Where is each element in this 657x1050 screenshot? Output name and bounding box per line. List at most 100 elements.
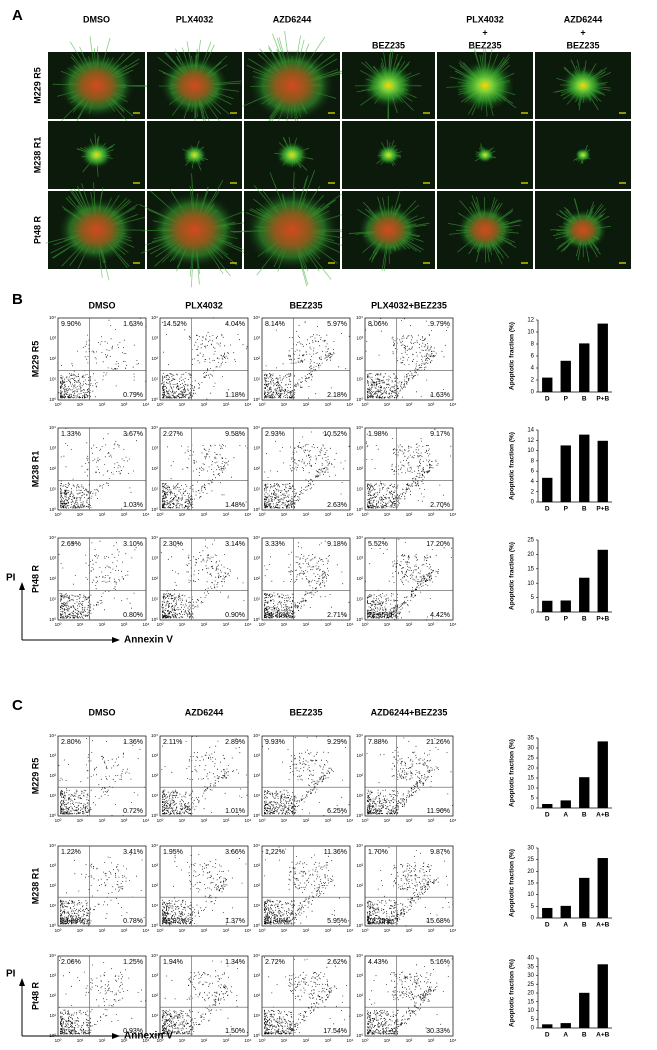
column-header: BEZ235 (372, 40, 405, 50)
flow-plot-frame (159, 955, 249, 1037)
spheroid (182, 144, 207, 166)
y-tick-label: 15 (527, 881, 534, 887)
spheroid (575, 148, 591, 162)
y-tick-label: 0 (531, 500, 535, 506)
flow-axis-tick: 10² (49, 993, 56, 998)
flow-axis-tick: 10² (303, 1038, 310, 1043)
flow-axis-tick: 10² (151, 883, 158, 888)
flow-axis-tick: 10² (151, 576, 158, 581)
flow-axis-tick: 10³ (325, 402, 332, 407)
flow-axis-tick: 10⁰ (55, 1038, 62, 1043)
flow-axis-tick: 10² (406, 818, 413, 823)
quadrant-percent: 2.62% (327, 959, 347, 966)
spheroid (80, 141, 113, 169)
y-tick-label: 5 (531, 1017, 535, 1023)
quadrant-percent: 4.04% (225, 321, 245, 328)
y-tick-label: 25 (527, 857, 534, 863)
flow-axis-tick: 10³ (121, 928, 128, 933)
flow-axis-tick: 10⁰ (356, 397, 363, 402)
flow-axis-tick: 10¹ (151, 793, 158, 798)
y-axis-label: Apoptotic fraction (%) (509, 959, 516, 1027)
quadrant-percent: 0.79% (123, 392, 143, 399)
flow-axis-tick: 10⁴ (450, 402, 457, 407)
flow-axis-tick: 10⁴ (253, 315, 260, 320)
flow-axis-tick: 10⁴ (450, 622, 457, 627)
flow-axis-tick: 10² (151, 356, 158, 361)
y-tick-label: 30 (527, 746, 534, 752)
y-axis-label: Apoptotic fraction (%) (509, 542, 516, 610)
spheroid (559, 209, 607, 251)
flow-axis-tick: 10⁰ (356, 813, 363, 818)
y-tick-label: 15 (527, 999, 534, 1005)
y-tick-label: 20 (527, 766, 534, 772)
flow-axis-tick: 10⁰ (253, 813, 260, 818)
flow-plot-frame (159, 317, 249, 401)
flow-axis-tick: 10⁴ (245, 512, 252, 517)
flow-axis-tick: 10² (151, 993, 158, 998)
flow-axis-tick: 10¹ (179, 1038, 186, 1043)
flow-plot-frame (261, 317, 351, 401)
flow-axis-tick: 10³ (253, 446, 260, 451)
quadrant-percent: 1.18% (225, 392, 245, 399)
flow-axis-tick: 10¹ (253, 597, 260, 602)
column-header: PLX4032+BEZ235 (371, 300, 447, 310)
flow-axis-tick: 10² (49, 773, 56, 778)
flow-axis-tick: 10¹ (281, 512, 288, 517)
column-header: BEZ235 (289, 707, 322, 717)
flow-dots (264, 431, 350, 509)
quadrant-percent: 0.78% (123, 918, 143, 925)
flow-axis-tick: 10² (356, 883, 363, 888)
flow-axis-tick: 10⁴ (49, 535, 56, 540)
flow-axis-tick: 10³ (151, 973, 158, 978)
flow-axis-tick: 10⁴ (143, 818, 150, 823)
quadrant-percent: 8.14% (265, 321, 285, 328)
flow-axis-tick: 10³ (253, 753, 260, 758)
flow-axis-tick: 10² (99, 512, 106, 517)
x-tick-label: B (582, 396, 587, 403)
x-tick-label: A (563, 812, 568, 819)
flow-axis-tick: 10³ (253, 863, 260, 868)
y-tick-label: 15 (527, 566, 534, 572)
flow-axis-tick: 10² (99, 818, 106, 823)
flow-axis-tick: 10⁰ (253, 617, 260, 622)
flow-axis-tick: 10¹ (77, 512, 84, 517)
flow-axis-tick: 10⁴ (347, 622, 354, 627)
y-tick-label: 14 (527, 428, 534, 434)
flow-axis-tick: 10⁰ (253, 1033, 260, 1038)
flow-axis-tick: 10² (253, 466, 260, 471)
y-tick-label: 12 (527, 318, 534, 324)
flow-axis-tick: 10¹ (49, 487, 56, 492)
flow-axis-tick: 10⁴ (253, 843, 260, 848)
bar (560, 600, 571, 612)
quadrant-percent: 2.80% (61, 739, 81, 746)
y-axis-label: Apoptotic fraction (%) (509, 849, 516, 917)
bar (579, 577, 590, 612)
y-tick-label: 5 (531, 595, 535, 601)
flow-axis-tick: 10⁰ (253, 397, 260, 402)
column-header: PLX4032 (466, 14, 504, 24)
flow-axis-tick: 10³ (356, 556, 363, 561)
flow-axis-tick: 10⁴ (253, 953, 260, 958)
flow-axis-tick: 10⁰ (362, 818, 369, 823)
flow-axis-tick: 10¹ (179, 512, 186, 517)
quadrant-percent: 9.79% (430, 321, 450, 328)
quadrant-percent: 3.67% (123, 431, 143, 438)
flow-axis-tick: 10¹ (179, 818, 186, 823)
spheroid (362, 63, 415, 108)
quadrant-percent: 1.01% (225, 808, 245, 815)
y-tick-label: 0 (531, 806, 535, 812)
spheroid (160, 56, 229, 115)
x-tick-label: P+B (596, 616, 609, 623)
quadrant-percent: 2.72% (265, 959, 285, 966)
flow-axis-tick: 10³ (325, 928, 332, 933)
flow-axis-tick: 10⁴ (151, 733, 158, 738)
flow-axis-tick: 10⁰ (151, 1033, 158, 1038)
flow-axis-tick: 10¹ (151, 1013, 158, 1018)
x-tick-label: D (545, 812, 550, 819)
flow-axis-tick: 10¹ (151, 487, 158, 492)
y-tick-label: 20 (527, 991, 534, 997)
flow-axis-tick: 10³ (253, 336, 260, 341)
bar (560, 1023, 571, 1028)
flow-plot-frame (57, 317, 147, 401)
flow-dots (262, 846, 349, 925)
